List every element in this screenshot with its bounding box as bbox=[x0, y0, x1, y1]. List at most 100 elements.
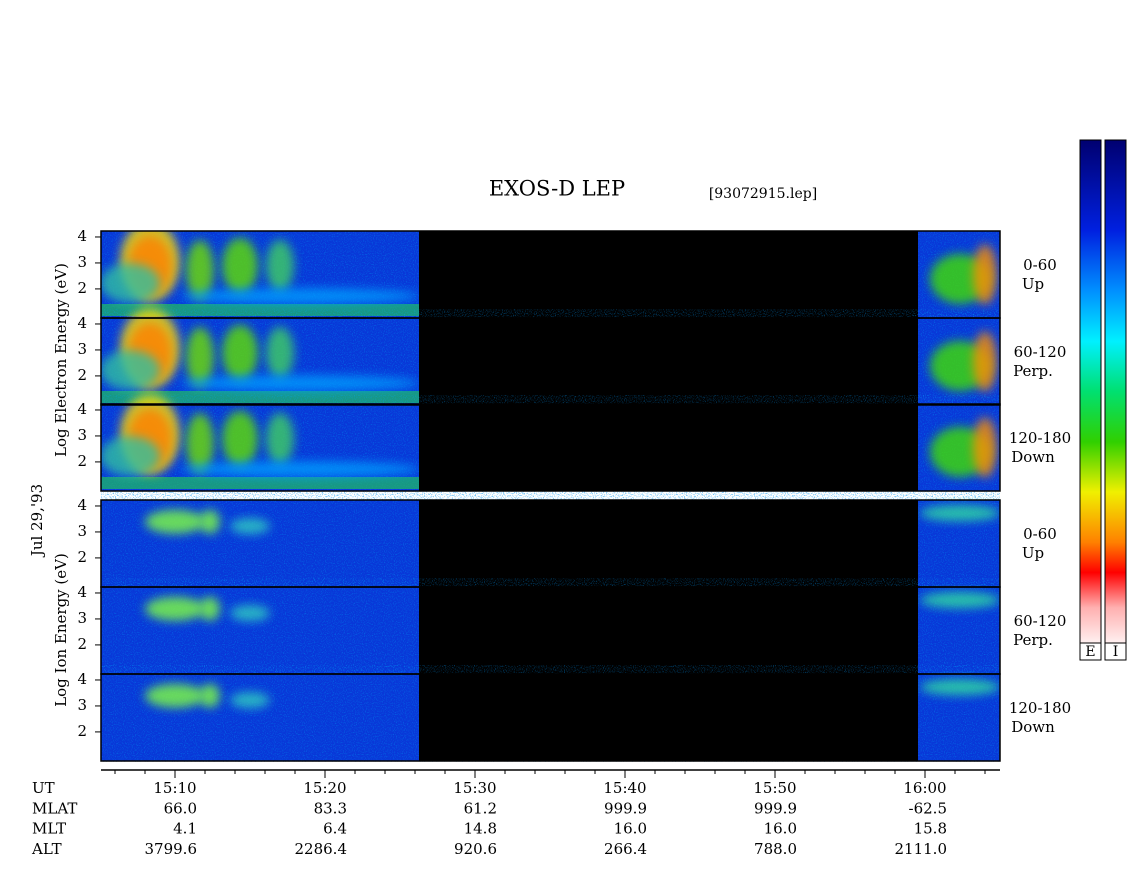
spectrogram-feature bbox=[230, 692, 270, 709]
y-tick-label: 2 bbox=[77, 548, 87, 566]
colorbar bbox=[1104, 139, 1127, 644]
spectrogram-feature bbox=[920, 679, 1000, 696]
orbit-value: -62.5 bbox=[909, 799, 947, 817]
orbit-value: 999.9 bbox=[754, 799, 797, 817]
orbit-value: 6.4 bbox=[323, 820, 347, 838]
spectrogram-feature bbox=[186, 413, 214, 474]
data-gap bbox=[419, 587, 918, 674]
orbit-label: MLT bbox=[32, 820, 66, 838]
y-axis-label: Log Electron Energy (eV) bbox=[52, 263, 70, 457]
orbit-value: 788.0 bbox=[754, 840, 797, 858]
spectrogram-feature bbox=[266, 326, 294, 379]
panel-frame bbox=[100, 403, 1001, 492]
data-gap bbox=[419, 318, 918, 405]
spectrogram-feature bbox=[200, 683, 220, 708]
y-tick-label: 3 bbox=[77, 696, 87, 714]
spectrogram-band bbox=[101, 477, 419, 489]
spectrogram-feature bbox=[145, 596, 205, 621]
data-gap bbox=[419, 674, 918, 761]
panel-direction: Down bbox=[1011, 718, 1055, 736]
panel-direction: Up bbox=[1022, 544, 1044, 562]
y-tick-label: 3 bbox=[77, 609, 87, 627]
spectrogram-feature bbox=[266, 239, 294, 292]
panel-direction: Down bbox=[1011, 448, 1055, 466]
data-gap bbox=[419, 500, 918, 587]
panel-frame bbox=[100, 317, 1001, 406]
colorbar bbox=[1079, 139, 1102, 644]
colorbar-label-box bbox=[1104, 642, 1127, 661]
spectrogram-feature bbox=[973, 331, 997, 392]
data-gap bbox=[419, 231, 918, 318]
data-gap bbox=[419, 404, 918, 491]
spectrogram-feature bbox=[180, 375, 420, 392]
y-tick-label: 3 bbox=[77, 426, 87, 444]
spectrogram-feature bbox=[101, 350, 160, 391]
colorbar-label-box bbox=[1079, 642, 1102, 661]
orbit-value: 4.1 bbox=[173, 820, 197, 838]
y-tick-label: 4 bbox=[77, 670, 87, 688]
spectrogram-feature bbox=[230, 518, 270, 535]
orbit-value: 3799.6 bbox=[145, 840, 198, 858]
orbit-value: 266.4 bbox=[604, 840, 647, 858]
y-tick-label: 3 bbox=[77, 522, 87, 540]
colorbar-label: I bbox=[1113, 644, 1119, 660]
y-tick-label: 2 bbox=[77, 279, 87, 297]
panel-angle: 0-60 bbox=[1023, 256, 1057, 274]
spectrogram-band bbox=[101, 304, 419, 316]
spectrogram-feature bbox=[145, 509, 205, 534]
date-label: Jul 29,'93 bbox=[28, 484, 46, 558]
orbit-value: 83.3 bbox=[314, 799, 347, 817]
orbit-value: 16.0 bbox=[614, 820, 647, 838]
spectrogram-feature bbox=[973, 417, 997, 478]
orbit-value: 920.6 bbox=[454, 840, 497, 858]
y-axis-label: Log Ion Energy (eV) bbox=[52, 553, 70, 707]
orbit-value: 2111.0 bbox=[895, 840, 948, 858]
spectrogram-band bbox=[101, 391, 419, 403]
orbit-value: 2286.4 bbox=[295, 840, 348, 858]
chart-title: EXOS-D LEP bbox=[489, 177, 625, 201]
x-tick-label: 15:50 bbox=[753, 779, 796, 797]
panel-angle: 0-60 bbox=[1023, 525, 1057, 543]
y-tick-label: 3 bbox=[77, 253, 87, 271]
spectrogram-feature bbox=[222, 410, 258, 467]
x-tick-label: 15:30 bbox=[453, 779, 496, 797]
y-tick-label: 4 bbox=[77, 227, 87, 245]
spectrogram-feature bbox=[200, 596, 220, 621]
spectrogram-feature bbox=[145, 683, 205, 708]
colorbar-label: E bbox=[1085, 644, 1095, 660]
spectrogram-feature bbox=[222, 324, 258, 381]
panel-angle: 120-180 bbox=[1009, 429, 1071, 447]
orbit-value: 15.8 bbox=[914, 820, 947, 838]
panel-frame bbox=[100, 673, 1001, 762]
orbit-value: 999.9 bbox=[604, 799, 647, 817]
panel-direction: Up bbox=[1022, 275, 1044, 293]
orbit-value: 66.0 bbox=[164, 799, 197, 817]
spectrogram-feature bbox=[101, 436, 160, 477]
y-tick-label: 2 bbox=[77, 722, 87, 740]
spectrograms bbox=[101, 231, 1000, 761]
spectrogram-feature bbox=[973, 244, 997, 305]
y-tick-label: 2 bbox=[77, 452, 87, 470]
spectrogram-feature bbox=[186, 240, 214, 301]
x-tick-label: 15:20 bbox=[303, 779, 346, 797]
orbit-value: 16.0 bbox=[764, 820, 797, 838]
panel-angle: 60-120 bbox=[1014, 343, 1067, 361]
spectrogram-feature bbox=[920, 592, 1000, 609]
spectrogram-feature bbox=[230, 605, 270, 622]
y-tick-label: 4 bbox=[77, 400, 87, 418]
orbit-label: ALT bbox=[31, 840, 62, 858]
orbit-value: 61.2 bbox=[464, 799, 497, 817]
spectrogram-feature bbox=[222, 237, 258, 294]
spectrogram-feature bbox=[101, 263, 160, 304]
orbit-label: UT bbox=[32, 779, 55, 797]
orbit-value: 14.8 bbox=[464, 820, 497, 838]
x-tick-label: 15:10 bbox=[153, 779, 196, 797]
spectrogram-feature bbox=[186, 327, 214, 388]
y-tick-label: 2 bbox=[77, 635, 87, 653]
y-tick-label: 4 bbox=[77, 314, 87, 332]
y-tick-label: 4 bbox=[77, 583, 87, 601]
spectrogram-feature bbox=[180, 461, 420, 478]
panel-angle: 120-180 bbox=[1009, 699, 1071, 717]
